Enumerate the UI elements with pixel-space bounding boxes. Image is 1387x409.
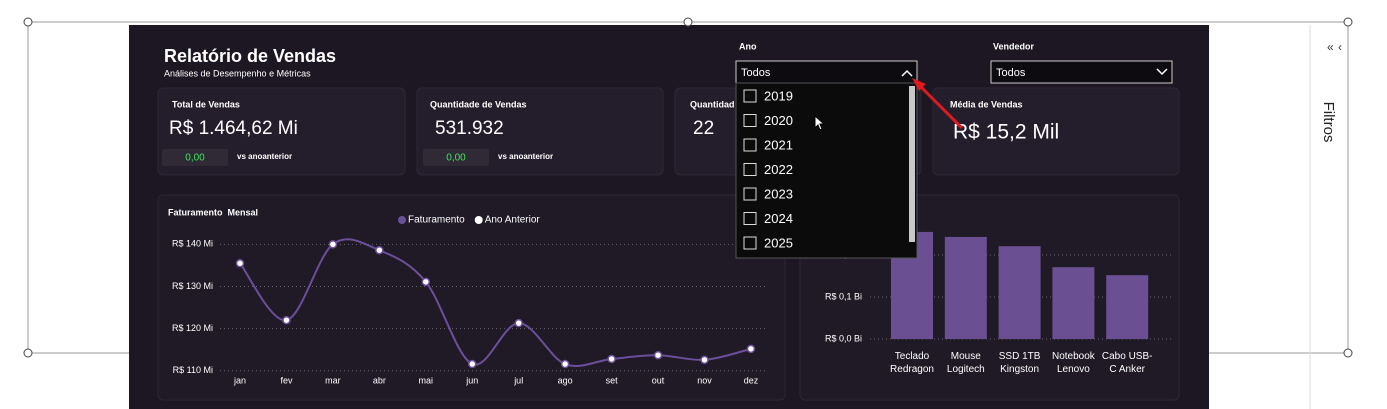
option-label[interactable]: 2021 [764,137,793,152]
x-tick-label: jun [465,375,478,385]
x-tick-label: jul [513,375,523,385]
legend-marker [398,216,406,224]
handles [23,17,1353,358]
card-title: Quantidade de Vendas [430,99,527,109]
checkbox[interactable] [743,187,757,201]
x-tick-label: Cabo USB-C Anker [1101,351,1153,375]
cursor [814,114,826,131]
card-title: Total de Vendas [172,99,240,109]
option-label[interactable]: 2024 [764,211,793,226]
delta-value: 0,00 [446,153,466,164]
option-label[interactable]: 2023 [764,186,793,201]
bar [1052,267,1095,339]
checkbox[interactable] [743,89,757,103]
dropdown-layer: Ano Todos 2019 2020 2021 2022 2023 2024 2025 Vend… [735,41,1173,259]
bar [1106,275,1149,339]
delta-label: vs anoanterior [498,152,553,161]
delta-value: 0,00 [185,153,205,164]
y-tick-label: R$ 140 Mi [172,239,213,249]
delta-label: vs anoanterior [237,152,292,161]
point [282,315,291,325]
x-tick-label: fev [280,375,293,385]
checkbox[interactable] [743,236,757,250]
option-label[interactable]: 2020 [764,113,793,128]
point [560,359,570,369]
card-title: Média de Vendas [950,99,1023,109]
report-title: Relatório de Vendas [164,46,336,66]
legend-label: Ano Anterior [485,215,541,226]
x-tick-label: dez [744,375,759,385]
legend-marker [474,216,483,224]
x-tick-label: Teclado Redragon [890,351,934,375]
bar [998,246,1041,339]
filter-label: Ano [739,41,757,51]
point [653,350,663,360]
x-tick-label: SSD 1TB Kingston [998,351,1041,375]
card-value: 22 [693,118,714,139]
scrollbar [909,86,915,242]
report-subtitle: Análises de Desempenho e Métricas [164,68,311,78]
dropdown[interactable] [990,60,1173,84]
line-card [157,194,786,401]
y-tick-label: R$ 120 Mi [172,323,213,333]
point [746,344,756,354]
card [932,87,1180,176]
checkbox[interactable] [743,114,757,127]
checkbox[interactable] [743,163,757,176]
x-tick-label: set [606,375,619,385]
point [700,355,709,365]
panel-title[interactable]: Filtros [1320,102,1337,143]
x-tick-label: abr [373,375,386,385]
delta-box [162,149,228,166]
collapse-icon[interactable]: ‹ [1338,40,1342,54]
dropdown-value: Todos [996,67,1026,79]
checkbox[interactable] [743,138,757,152]
card-title: Quantidad [690,99,735,109]
arrow-head [912,78,926,91]
point [235,259,245,268]
x-tick-label: mai [419,375,434,385]
bar [944,236,987,339]
dropdown-list [735,82,918,259]
point [328,240,338,249]
legend-label: Faturamento [408,215,465,226]
point [607,354,616,364]
checkbox[interactable] [743,212,757,225]
filter-label: Vendedor [993,41,1035,51]
point [421,277,431,287]
card-value: R$ 15,2 Mil [953,121,1059,144]
annotation-arrow [915,81,964,130]
y-tick-label: R$ 110 Mi [173,365,213,375]
option-label[interactable]: 2025 [764,235,793,250]
option-label[interactable]: 2019 [764,88,793,103]
x-tick-label: nov [697,375,712,385]
x-tick-label: ago [558,375,573,385]
chart-title: Faturamento Mensal [168,207,258,217]
y-tick-label: R$ 0,0 Bi [825,333,862,343]
card-value: R$ 1.464,62 Mi [169,118,298,139]
chevron [1156,68,1168,76]
point [514,318,523,328]
x-tick-label: Mouse Logitech [946,351,985,375]
option-label[interactable]: 2022 [764,162,793,177]
dropdown-value: Todos [741,67,771,79]
x-tick-label: Notebook Lenovo [1051,351,1095,375]
chevron [901,69,913,77]
delta-box [423,149,489,166]
x-tick-label: mar [325,375,341,385]
collapse-icon[interactable]: « [1327,40,1334,54]
point [375,245,384,255]
y-tick-label: R$ 130 Mi [172,281,213,291]
x-tick-label: out [652,375,665,385]
y-tick-label: R$ 0,1 Bi [825,291,862,301]
card-value: 531.932 [435,118,504,139]
x-tick-label: jan [233,375,246,385]
point [468,359,477,369]
